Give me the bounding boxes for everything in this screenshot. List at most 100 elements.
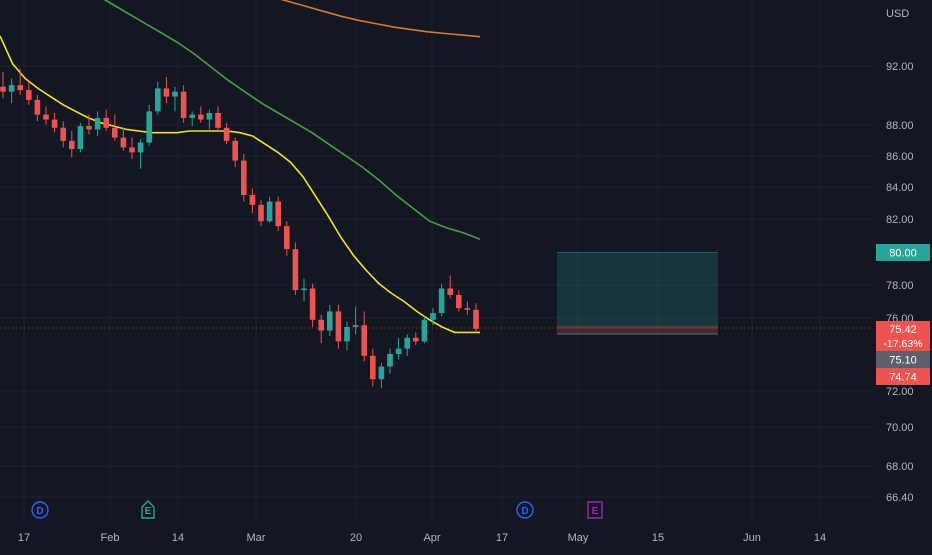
- ma-long-line: [280, 0, 481, 38]
- candle-body[interactable]: [146, 111, 152, 143]
- candle-body[interactable]: [318, 319, 324, 331]
- candle-body[interactable]: [94, 117, 101, 130]
- candle-body[interactable]: [361, 325, 367, 356]
- candle-body[interactable]: [327, 311, 333, 331]
- price-badge-level-a-bg: [876, 351, 930, 368]
- candle-body[interactable]: [17, 85, 23, 91]
- event-marker-label: E: [145, 506, 152, 517]
- candle-body[interactable]: [456, 295, 462, 309]
- candle-body[interactable]: [60, 127, 66, 141]
- event-marker-label: D: [36, 506, 43, 517]
- candle-body[interactable]: [0, 86, 6, 92]
- x-axis-tick-label: 15: [652, 532, 664, 544]
- candle-body[interactable]: [129, 147, 135, 153]
- candle-body[interactable]: [275, 201, 281, 227]
- event-marker-label: D: [521, 506, 528, 517]
- currency-label: USD: [886, 8, 909, 20]
- candle-body[interactable]: [155, 88, 161, 112]
- x-axis-tick-label: Mar: [247, 532, 266, 544]
- candle-body[interactable]: [258, 204, 264, 222]
- candle-body[interactable]: [215, 113, 221, 128]
- y-axis-tick-label: 72.00: [886, 386, 914, 398]
- price-badge-level-b-bg: [876, 368, 930, 385]
- price-badge-target-bg: [876, 244, 930, 261]
- ma-mid-line: [103, 0, 481, 241]
- candle-body[interactable]: [189, 114, 195, 118]
- earnings-marker[interactable]: [587, 501, 603, 519]
- x-axis-tick-label: 17: [18, 532, 30, 544]
- candle-body[interactable]: [223, 127, 230, 141]
- price-badge-target: 80.00: [889, 248, 917, 260]
- candle-body[interactable]: [232, 140, 238, 161]
- candle-body[interactable]: [266, 201, 273, 222]
- candle-body[interactable]: [292, 249, 299, 291]
- candle-body[interactable]: [8, 85, 15, 92]
- candle-body[interactable]: [430, 313, 436, 320]
- price-badge-level-a: 75.10: [889, 355, 917, 367]
- x-axis-tick-label: 17: [496, 532, 508, 544]
- x-axis-tick-label: 14: [172, 532, 184, 544]
- y-axis-tick-label: 68.00: [886, 461, 914, 473]
- candle-body[interactable]: [34, 99, 41, 115]
- x-axis-tick-label: May: [568, 532, 589, 544]
- y-axis-tick-label: 92.00: [886, 61, 914, 73]
- earnings-marker[interactable]: [141, 500, 155, 519]
- y-axis-tick-label: 82.00: [886, 214, 914, 226]
- candle-body[interactable]: [378, 366, 385, 380]
- x-axis-tick-label: 20: [350, 532, 362, 544]
- candle-body[interactable]: [172, 91, 178, 97]
- event-marker-label: E: [592, 506, 599, 517]
- price-change-percent: -17.63%: [883, 338, 922, 350]
- candle-body[interactable]: [352, 325, 359, 327]
- candle-body[interactable]: [241, 160, 247, 195]
- candle-body[interactable]: [69, 140, 75, 150]
- dividend-marker[interactable]: [516, 501, 534, 519]
- candle-body[interactable]: [421, 319, 428, 342]
- stop-zone[interactable]: [557, 325, 718, 335]
- candle-body[interactable]: [206, 113, 213, 120]
- candle-body[interactable]: [473, 309, 479, 329]
- candle-body[interactable]: [309, 288, 316, 320]
- candle-body[interactable]: [344, 327, 350, 342]
- candle-body[interactable]: [180, 91, 187, 118]
- dividend-marker[interactable]: [31, 501, 49, 519]
- candle-body[interactable]: [438, 288, 445, 314]
- candle-body[interactable]: [112, 127, 118, 138]
- candle-body[interactable]: [404, 337, 410, 349]
- candle-body[interactable]: [464, 308, 471, 310]
- candle-body[interactable]: [137, 142, 144, 153]
- candle-body[interactable]: [198, 114, 204, 120]
- candle-body[interactable]: [447, 288, 453, 296]
- candle-body[interactable]: [86, 126, 92, 130]
- candle-body[interactable]: [26, 90, 32, 100]
- candle-body[interactable]: [301, 288, 307, 291]
- candle-body[interactable]: [284, 226, 290, 250]
- candle-body[interactable]: [51, 119, 58, 128]
- candle-body[interactable]: [163, 88, 170, 97]
- candle-body[interactable]: [77, 126, 84, 150]
- candle-body[interactable]: [370, 355, 376, 380]
- x-axis-tick-label: Jun: [743, 532, 761, 544]
- y-axis-tick-label: 66.40: [886, 492, 914, 504]
- candle-body[interactable]: [120, 137, 127, 148]
- y-axis-tick-label: 84.00: [886, 182, 914, 194]
- target-zone[interactable]: [557, 252, 718, 329]
- x-axis-tick-label: Apr: [423, 532, 440, 544]
- candle-body[interactable]: [249, 195, 256, 205]
- y-axis-tick-label: 70.00: [886, 422, 914, 434]
- y-axis-tick-label: 86.00: [886, 151, 914, 163]
- y-axis-tick-label: 78.00: [886, 280, 914, 292]
- x-axis-tick-label: Feb: [101, 532, 120, 544]
- candle-body[interactable]: [413, 337, 419, 342]
- candle-body[interactable]: [387, 354, 393, 367]
- candle-body[interactable]: [395, 348, 402, 354]
- candle-body[interactable]: [43, 114, 49, 120]
- price-badge-level-b: 74.74: [889, 372, 917, 384]
- ma-short-line: [0, 35, 480, 334]
- price-badge-current-bg: [876, 321, 930, 351]
- y-axis-tick-label: 88.00: [886, 120, 914, 132]
- candle-body[interactable]: [335, 311, 342, 342]
- candle-body[interactable]: [103, 117, 109, 128]
